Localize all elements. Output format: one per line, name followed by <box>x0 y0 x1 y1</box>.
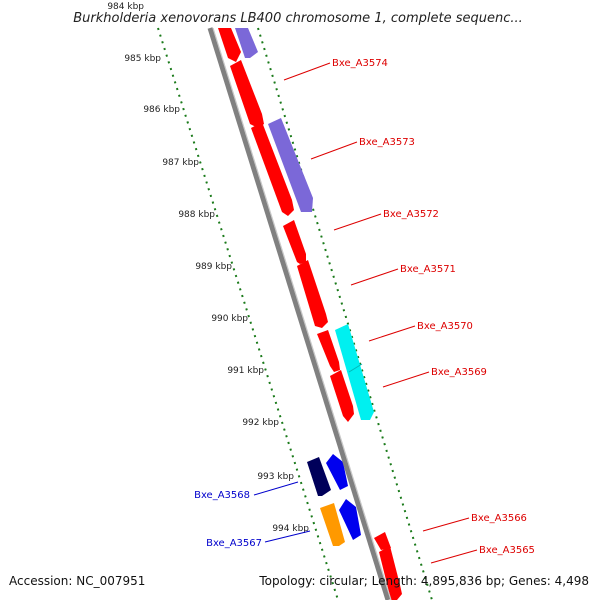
leader-line <box>283 62 331 81</box>
kbp-label: 987 kbp <box>162 158 199 168</box>
gene-labels: Bxe_A3574 Bxe_A3573 Bxe_A3572 Bxe_A3571 … <box>194 58 535 556</box>
kbp-label: 994 kbp <box>272 524 309 534</box>
gene-block[interactable] <box>283 220 306 264</box>
accession-text: Accession: NC_007951 <box>9 574 145 588</box>
leader-line <box>368 325 416 342</box>
kbp-label: 988 kbp <box>178 210 215 220</box>
gene-block[interactable] <box>235 28 258 58</box>
kbp-label: 991 kbp <box>227 366 264 376</box>
topology-text: Topology: circular; Length: 4,895,836 bp… <box>258 574 589 588</box>
kbp-label: 993 kbp <box>257 472 294 482</box>
gene-block[interactable] <box>297 260 328 328</box>
leader-line <box>350 268 399 286</box>
gene-block[interactable] <box>335 324 374 420</box>
gene-divider <box>348 363 363 373</box>
gene-block[interactable] <box>251 122 294 216</box>
gene-label[interactable]: Bxe_A3570 <box>417 321 473 332</box>
leader-line <box>310 141 358 160</box>
gene-label[interactable]: Bxe_A3572 <box>383 209 439 220</box>
gene-block[interactable] <box>374 532 391 550</box>
gene-label[interactable]: Bxe_A3565 <box>479 545 535 556</box>
gene-label[interactable]: Bxe_A3568 <box>194 490 250 501</box>
gene-label[interactable]: Bxe_A3567 <box>206 538 262 549</box>
gene-label[interactable]: Bxe_A3571 <box>400 264 456 275</box>
gene-label[interactable]: Bxe_A3569 <box>431 367 487 378</box>
inner-guide-line <box>157 27 339 600</box>
gene-label[interactable]: Bxe_A3573 <box>359 137 415 148</box>
map-title: Burkholderia xenovorans LB400 chromosome… <box>73 11 523 26</box>
outer-guide-line <box>257 27 433 600</box>
scale-labels: 984 kbp 985 kbp 986 kbp 987 kbp 988 kbp … <box>107 2 309 534</box>
backbone-line <box>207 27 391 600</box>
gene-label[interactable]: Bxe_A3566 <box>471 513 527 524</box>
label-leaders <box>253 62 478 564</box>
kbp-label: 990 kbp <box>211 314 248 324</box>
backbone-highlight <box>212 27 392 600</box>
gene-block[interactable] <box>307 457 331 496</box>
kbp-label: 986 kbp <box>143 105 180 115</box>
gene-block[interactable] <box>379 546 402 600</box>
leader-line <box>333 213 382 231</box>
gene-block[interactable] <box>218 28 241 62</box>
kbp-label: 984 kbp <box>107 2 144 12</box>
gene-block[interactable] <box>320 503 345 546</box>
gene-block[interactable] <box>317 330 340 372</box>
kbp-label: 992 kbp <box>242 418 279 428</box>
gene-block[interactable] <box>230 60 264 128</box>
gene-block[interactable] <box>326 454 348 490</box>
leader-line <box>430 549 478 564</box>
leader-line <box>382 371 430 388</box>
kbp-label: 989 kbp <box>195 262 232 272</box>
gene-block[interactable] <box>268 118 313 212</box>
scale-guides <box>157 27 433 600</box>
gene-block[interactable] <box>330 370 354 422</box>
leader-line <box>264 530 311 543</box>
genes <box>218 28 402 600</box>
chromosome-backbone <box>207 27 392 600</box>
gene-label[interactable]: Bxe_A3574 <box>332 58 388 69</box>
kbp-label: 985 kbp <box>124 54 161 64</box>
leader-line <box>422 517 470 532</box>
leader-line <box>253 481 299 496</box>
gene-block[interactable] <box>339 499 361 540</box>
